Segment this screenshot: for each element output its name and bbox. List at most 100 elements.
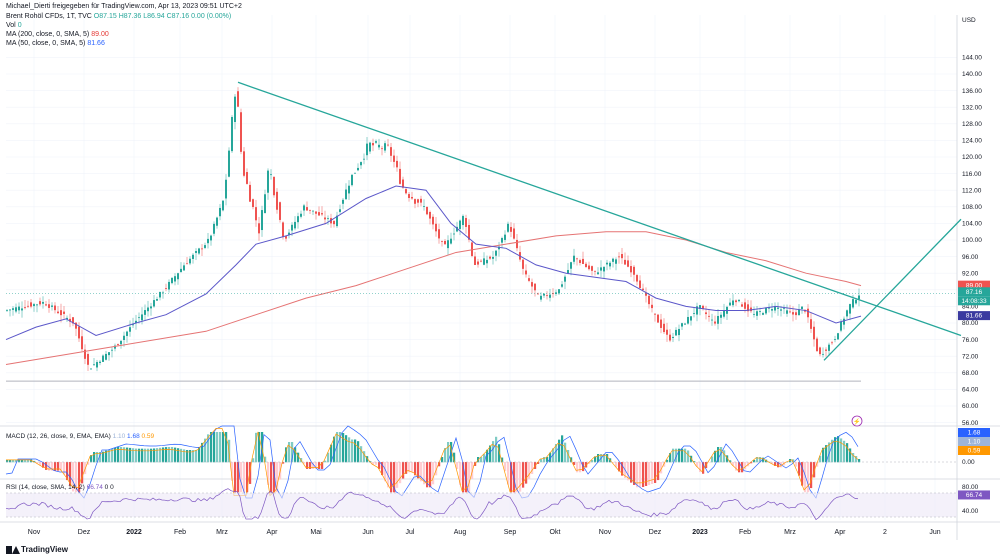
- macd-bar: [480, 457, 483, 463]
- macd-bar: [195, 450, 198, 463]
- candle: [720, 314, 722, 318]
- macd-label-box-0: [958, 428, 990, 437]
- candle: [138, 317, 140, 319]
- candle: [840, 321, 842, 331]
- candle: [474, 256, 476, 265]
- candle: [381, 148, 383, 150]
- rsi-legend[interactable]: RSI (14, close, SMA, 14, 2) 66.74 0 0: [6, 484, 114, 491]
- time-tick-18: 2: [883, 529, 887, 536]
- candles-layer: [6, 87, 860, 372]
- candle: [180, 268, 182, 273]
- time-tick-14: 2023: [692, 529, 708, 536]
- macd-bar: [738, 462, 741, 473]
- candle: [795, 312, 797, 316]
- macd-bar: [84, 462, 87, 475]
- macd-bar: [702, 462, 705, 474]
- price-tick-116: 116.00: [962, 171, 982, 178]
- macd-bar: [240, 462, 243, 493]
- candle: [591, 266, 593, 271]
- macd-bar: [828, 442, 831, 463]
- macd-bar: [210, 432, 213, 463]
- macd-bar: [237, 462, 240, 493]
- macd-bar: [561, 435, 564, 463]
- macd-bar: [744, 462, 747, 470]
- macd-bar: [312, 462, 315, 469]
- macd-bar: [495, 436, 498, 463]
- macd-bar: [168, 447, 171, 463]
- macd-bar: [45, 462, 48, 470]
- macd-bar: [72, 462, 75, 492]
- macd-bar: [180, 448, 183, 463]
- macd-bar: [123, 447, 126, 463]
- price-tick-144: 144.00: [962, 55, 982, 62]
- macd-bar: [654, 462, 657, 483]
- tradingview-brand[interactable]: TradingView: [6, 545, 68, 554]
- candle: [582, 258, 584, 265]
- macd-bar: [96, 452, 99, 463]
- macd-label-box-2: [958, 446, 990, 455]
- macd-bar: [177, 448, 180, 463]
- candle: [501, 238, 503, 243]
- candle: [303, 205, 305, 211]
- macd-bar: [462, 462, 465, 493]
- candle: [240, 112, 242, 152]
- candle: [576, 258, 578, 260]
- macd-bar: [411, 462, 414, 473]
- candle: [282, 222, 284, 238]
- volume-legend[interactable]: Vol 0: [6, 21, 22, 30]
- candle: [417, 199, 419, 203]
- macd-bar: [6, 459, 9, 463]
- candle: [708, 315, 710, 317]
- candle: [162, 292, 164, 294]
- macd-signal-line: [6, 428, 859, 497]
- candle: [636, 275, 638, 282]
- macd-bar: [426, 462, 429, 488]
- macd-bar: [144, 448, 147, 463]
- macd-bar: [813, 462, 816, 478]
- macd-bar: [414, 462, 417, 476]
- ma200-legend[interactable]: MA (200, close, 0, SMA, 5) 89.00: [6, 30, 109, 39]
- candle: [84, 349, 86, 359]
- candle: [48, 304, 50, 308]
- ma50-legend[interactable]: MA (50, close, 0, SMA, 5) 81.66: [6, 39, 105, 48]
- macd-bar: [468, 462, 471, 492]
- macd-bar: [39, 462, 42, 466]
- candle: [801, 306, 803, 309]
- candle: [639, 280, 641, 289]
- candle: [564, 276, 566, 282]
- trendline-1: [237, 81, 962, 337]
- candle: [843, 318, 845, 325]
- macd-bar: [849, 448, 852, 463]
- candle: [150, 306, 152, 309]
- candle: [384, 143, 386, 151]
- candle: [561, 284, 563, 287]
- alert-flash-glyph: ⚡: [853, 418, 860, 426]
- macd-bar: [669, 453, 672, 463]
- candle: [669, 334, 671, 341]
- candle: [534, 283, 536, 291]
- macd-bar: [111, 448, 114, 463]
- candle: [51, 305, 53, 307]
- macd-bar: [831, 439, 834, 463]
- macd-bar: [420, 462, 423, 482]
- candle: [819, 347, 821, 355]
- candle: [6, 309, 8, 311]
- macd-legend[interactable]: MACD (12, 26, close, 9, EMA, EMA) 1.10 1…: [6, 433, 154, 440]
- volume-label: Vol: [6, 22, 16, 29]
- macd-bar: [834, 437, 837, 463]
- candle: [444, 240, 446, 245]
- candle: [714, 321, 716, 324]
- macd-bar: [267, 462, 270, 485]
- candle: [777, 307, 779, 309]
- candle: [141, 314, 143, 321]
- macd-bar: [792, 459, 795, 463]
- macd-bar: [273, 462, 276, 493]
- macd-bar: [513, 462, 516, 493]
- symbol-legend[interactable]: Brent Rohöl CFDs, 1T, TVC O87.15 H87.36 …: [6, 12, 231, 21]
- candle: [357, 167, 359, 171]
- candle: [729, 302, 731, 306]
- macd-bar: [156, 448, 159, 463]
- candle: [621, 254, 623, 259]
- candle: [348, 185, 350, 194]
